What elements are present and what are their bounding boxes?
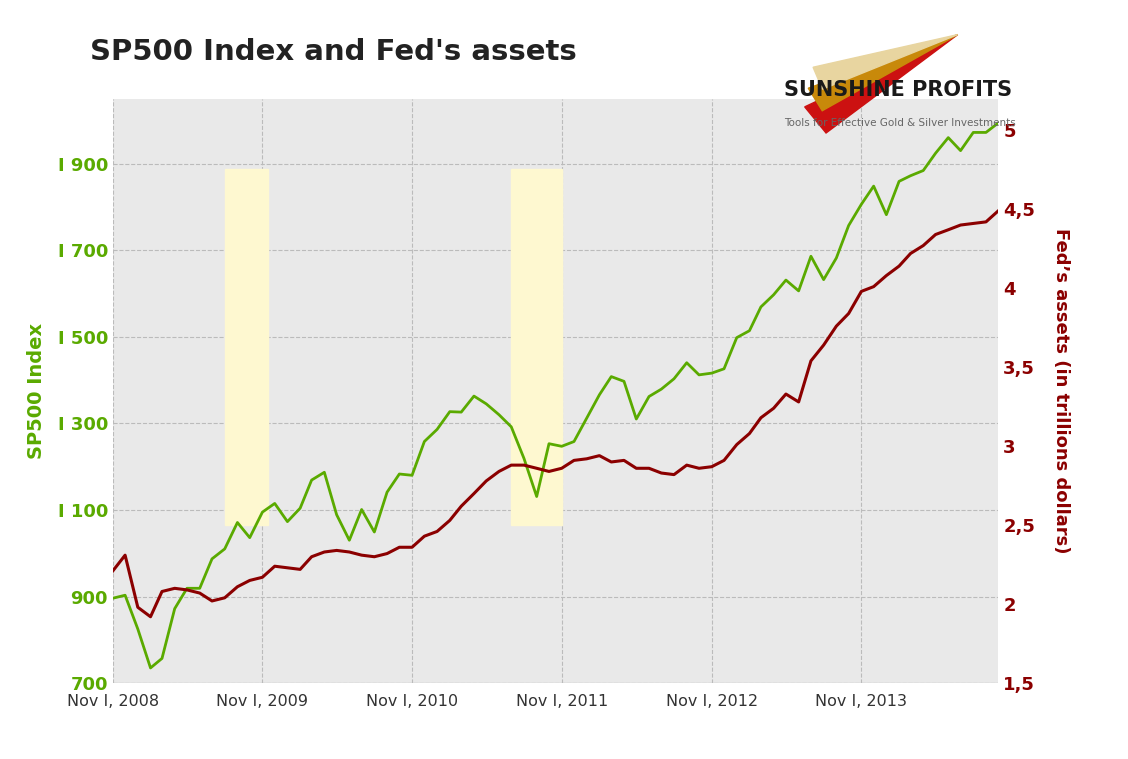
Text: SUNSHINE PROFITS: SUNSHINE PROFITS xyxy=(784,80,1012,99)
Bar xyxy=(224,168,268,525)
Polygon shape xyxy=(809,35,958,111)
Polygon shape xyxy=(813,35,958,90)
Y-axis label: SP500 Index: SP500 Index xyxy=(27,323,46,459)
Text: Tools for Effective Gold & Silver Investments: Tools for Effective Gold & Silver Invest… xyxy=(784,118,1015,128)
Polygon shape xyxy=(804,35,958,133)
Text: SP500 Index and Fed's assets: SP500 Index and Fed's assets xyxy=(90,38,578,66)
Bar xyxy=(511,168,562,525)
Y-axis label: Fed’s assets (in trillions dollars): Fed’s assets (in trillions dollars) xyxy=(1051,228,1069,553)
